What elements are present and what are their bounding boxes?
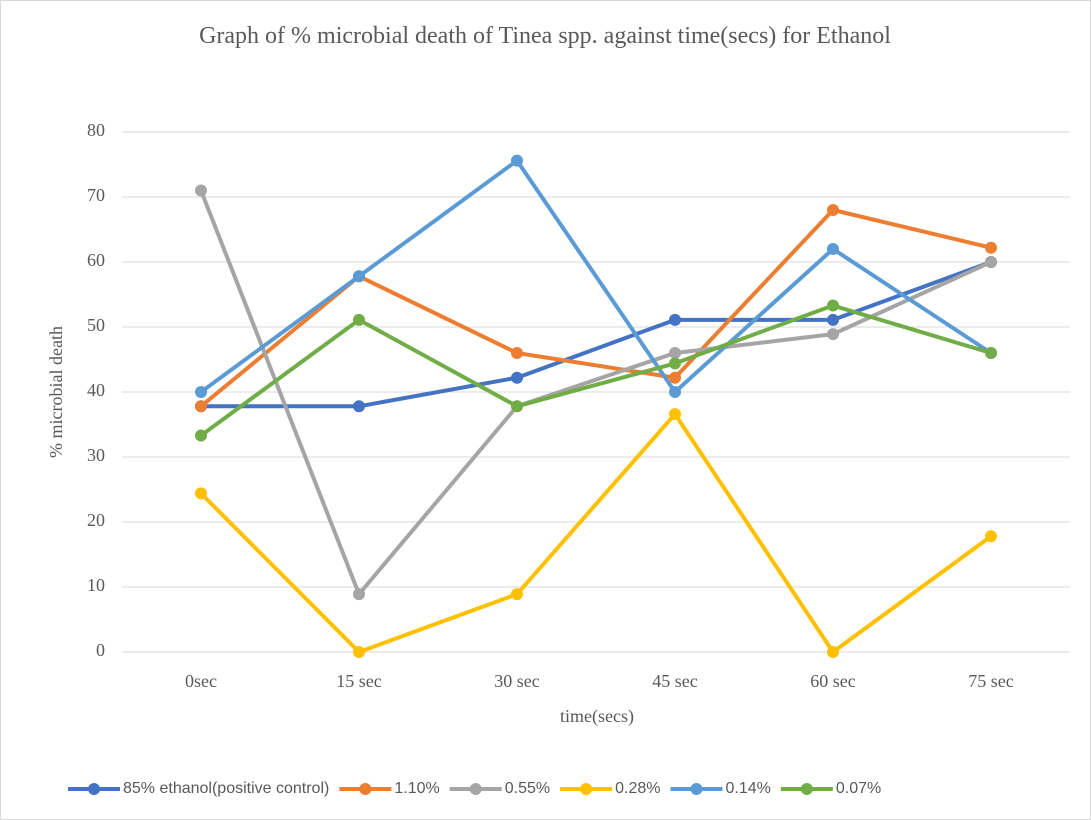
data-point [353,313,365,326]
legend-marker [88,783,100,795]
data-point [669,313,681,326]
data-point [985,530,997,543]
legend-label: 0.28% [615,780,660,797]
legend-marker [359,783,372,795]
legend-marker [800,783,813,795]
data-point [669,357,681,370]
data-point [827,328,839,341]
y-tick-label: 30 [87,445,105,465]
y-tick-label: 10 [87,575,105,595]
series-line [199,158,993,394]
data-point [985,241,997,254]
data-point [195,487,207,500]
data-point [511,347,523,359]
series-line [199,412,993,654]
data-point [511,588,523,601]
legend-label: 1.10% [394,780,439,797]
y-axis-title: % microbial death [46,326,66,458]
x-tick-label: 45 sec [652,671,697,691]
legend-marker [580,783,593,795]
data-point [511,154,523,167]
x-tick-label: 75 sec [968,671,1013,691]
data-point [353,588,365,601]
legend-label: 0.55% [505,780,550,797]
data-point [669,408,681,421]
data-point [353,646,365,658]
series-line [199,303,992,438]
data-point [827,243,839,255]
y-tick-label: 40 [87,380,105,400]
data-point [669,347,681,359]
series-line [199,189,992,597]
data-point [195,386,207,398]
data-point [511,400,523,413]
legend-label: 0.07% [836,780,881,797]
series-line [201,260,992,409]
data-point [195,429,207,442]
y-tick-label: 0 [96,640,105,660]
data-point [827,646,839,658]
legend-label: 0.14% [725,780,770,797]
data-point [511,371,523,384]
data-point [195,184,207,197]
x-tick-label: 30 sec [494,671,539,691]
legend-marker [690,783,703,795]
chart-title: Graph of % microbial death of Tinea spp.… [199,23,891,49]
x-tick-label: 15 sec [336,671,381,691]
y-tick-label: 80 [87,120,105,140]
x-axis-title: time(secs) [560,706,634,727]
data-point [353,270,365,283]
data-point [827,299,839,312]
data-point [827,313,839,326]
data-point [827,204,839,216]
y-tick-label: 20 [87,510,105,530]
data-point [669,371,681,384]
data-point [985,256,997,268]
data-point [353,400,365,413]
legend-marker [469,783,482,795]
y-tick-label: 70 [87,185,105,205]
y-tick-label: 50 [87,315,105,335]
data-point [669,386,681,398]
y-tick-label: 60 [87,250,105,270]
x-tick-label: 60 sec [810,671,855,691]
legend-label: 85% ethanol(positive control) [123,780,329,797]
data-point [985,347,997,359]
data-point [195,400,207,413]
x-tick-label: 0sec [185,671,217,691]
